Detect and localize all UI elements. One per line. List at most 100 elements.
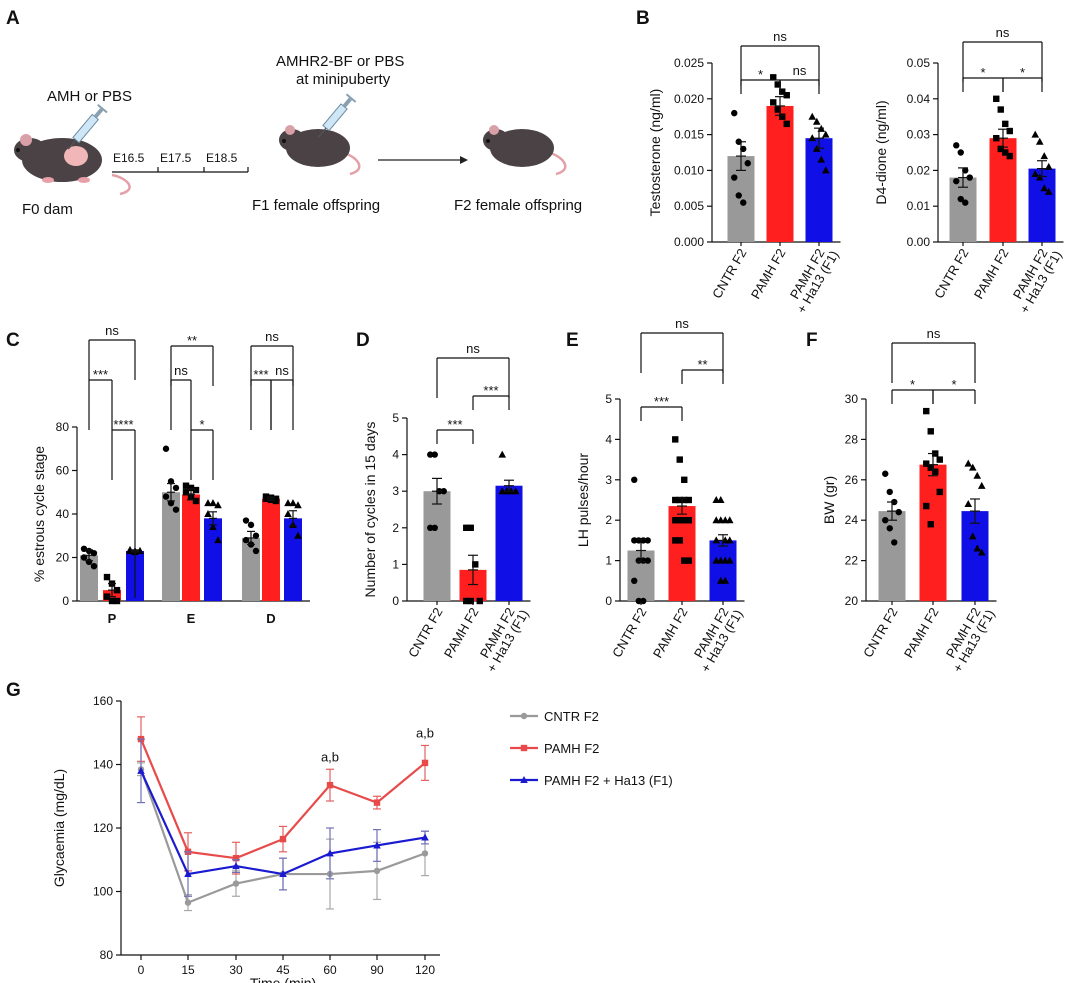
data-point [672, 517, 679, 524]
bar-0 [949, 177, 977, 242]
y-tick-label: 5 [392, 411, 399, 425]
data-point [172, 506, 180, 513]
data-point [284, 499, 292, 507]
data-point [821, 130, 830, 138]
panel-a-schematic: A AMH or PBS F0 dam E16.5 E17.5 E18.5 [6, 8, 582, 218]
data-point [162, 445, 170, 452]
y-tick-label: 3 [392, 484, 399, 498]
data-point [735, 192, 742, 199]
x-category-label: CNTR F2 [609, 605, 649, 660]
legend: CNTR F2 PAMH F2 PAMH F2 + Ha13 (F1) [510, 709, 673, 788]
y-axis-title: BW (gr) [821, 476, 837, 524]
data-point [1002, 149, 1009, 156]
data-point [932, 468, 939, 475]
x-category-label: PAMH F2 [901, 605, 942, 660]
significance-label: ns [773, 29, 787, 44]
data-point [1006, 127, 1013, 135]
annotation-label: a,b [416, 725, 434, 740]
data-point [957, 195, 964, 203]
x-category-label: PAMH F2 [650, 605, 691, 660]
data-point [681, 557, 688, 564]
significance-label: * [910, 377, 915, 392]
data-point [964, 500, 973, 508]
data-point [783, 92, 790, 99]
data-point [373, 799, 381, 806]
y-tick-label: 0.04 [907, 92, 931, 106]
y-axis-title: Number of cycles in 15 days [362, 422, 378, 598]
pregnant-mouse-icon [14, 134, 131, 196]
data-point [252, 547, 260, 555]
y-tick-label: 40 [56, 507, 70, 521]
data-point [1002, 120, 1009, 128]
data-point [821, 166, 830, 174]
bar-D-2 [284, 518, 302, 601]
data-point [681, 476, 688, 483]
data-point [232, 880, 240, 887]
bar-0 [423, 491, 451, 601]
series-1 [137, 716, 429, 875]
y-tick-label: 100 [93, 885, 113, 899]
f2-mouse-icon [483, 125, 567, 176]
data-point [184, 870, 192, 878]
data-point [467, 524, 474, 531]
significance-label: * [758, 67, 763, 82]
bar-E-0 [162, 492, 180, 601]
data-point [1035, 137, 1044, 145]
data-point [421, 833, 429, 841]
significance-label: ns [275, 363, 289, 378]
data-point [973, 471, 982, 479]
y-tick-label: 20 [845, 594, 859, 608]
data-point [644, 537, 651, 544]
y-tick-label: 0.03 [907, 128, 931, 142]
y-tick-label: 0.05 [907, 56, 931, 70]
significance-label: * [980, 65, 985, 80]
x-category-label: PAMH F2 [748, 246, 789, 301]
significance-label: ns [174, 363, 188, 378]
legend-label: CNTR F2 [544, 709, 599, 724]
data-point [812, 117, 821, 125]
data-point [232, 854, 240, 862]
chart-d: 0 1 2 3 4 5 Number of cycles in 15 days CNTR F2… [362, 341, 532, 675]
significance-label: **** [113, 417, 133, 432]
significance-label: ns [466, 341, 480, 356]
data-point [977, 481, 986, 489]
f1-mouse-icon [279, 125, 361, 176]
significance-label: * [1020, 65, 1025, 80]
data-point [882, 517, 889, 524]
x-category-label: CNTR F2 [860, 605, 900, 660]
y-tick-label: 120 [93, 821, 113, 835]
data-point [774, 106, 781, 113]
data-point [294, 531, 302, 539]
significance-label: * [199, 417, 204, 432]
bar-D-1 [262, 498, 280, 601]
x-category-label: CNTR F2 [931, 246, 971, 301]
y-tick-label: 0.00 [907, 235, 931, 249]
x-group-label: D [266, 611, 275, 626]
data-point [953, 177, 960, 185]
data-point [997, 145, 1004, 153]
data-point [676, 517, 683, 524]
x-axis-title: Time (min) [250, 975, 316, 983]
data-point [635, 597, 642, 605]
chart-b1: 0.000 0.005 0.010 0.015 0.020 0.025 Testostero… [647, 29, 842, 316]
data-point [977, 548, 986, 556]
data-point [927, 521, 934, 528]
data-point [644, 557, 651, 564]
y-tick-label: 22 [845, 554, 859, 568]
data-point [440, 488, 447, 495]
chart-g: 80 100 120 140 160 0 15 30 45 60 90 120 Time (min) Gl… [51, 694, 673, 983]
data-point [721, 576, 730, 584]
bar-E-2 [204, 518, 222, 601]
data-point [740, 145, 747, 153]
y-axis-title: Glycaemia (mg/dL) [51, 769, 67, 887]
y-tick-label: 0.020 [674, 92, 704, 106]
data-point [326, 849, 334, 857]
x-tick-label: 45 [276, 963, 290, 977]
y-tick-label: 0 [392, 594, 399, 608]
data-point [672, 436, 679, 443]
data-point [427, 524, 434, 531]
y-tick-label: 140 [93, 758, 113, 772]
x-tick-label: 30 [229, 963, 243, 977]
